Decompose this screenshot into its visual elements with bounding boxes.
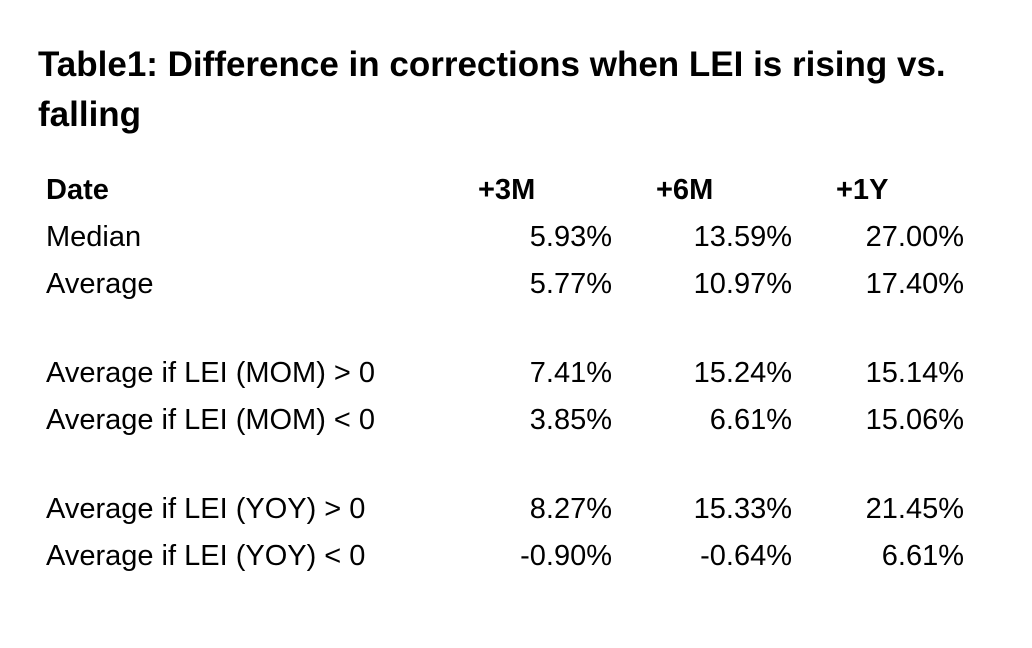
value-cell: 3.85%: [529, 404, 612, 437]
column-header-3m: +3M: [478, 174, 536, 207]
table-title: Table1: Difference in corrections when L…: [38, 45, 946, 134]
table-row-median: Median 5.93% 13.59% 27.00%: [46, 214, 964, 261]
header-row: Date +3M +6M +1Y: [46, 167, 964, 214]
value-cell: 15.06%: [865, 404, 964, 437]
table-row-avg-lei-mom-positive: Average if LEI (MOM) > 0 7.41% 15.24% 15…: [46, 350, 964, 397]
value-cell: 6.61%: [881, 540, 964, 573]
table-row-avg-lei-yoy-positive: Average if LEI (YOY) > 0 8.27% 15.33% 21…: [46, 486, 964, 533]
value-cell: 27.00%: [865, 221, 964, 254]
value-cell: 6.61%: [709, 404, 792, 437]
value-cell: 5.93%: [529, 221, 612, 254]
spacer-row: [46, 308, 964, 350]
value-cell: 8.27%: [529, 493, 612, 526]
value-cell: 13.59%: [693, 221, 792, 254]
column-header-1y: +1Y: [836, 174, 889, 207]
row-label: Median: [46, 221, 142, 254]
value-cell: 15.33%: [693, 493, 792, 526]
row-label: Average if LEI (MOM) > 0: [46, 357, 376, 390]
value-cell: 10.97%: [693, 268, 792, 301]
row-label: Average if LEI (YOY) > 0: [46, 493, 366, 526]
value-cell: -0.64%: [700, 540, 792, 573]
column-header-date: Date: [46, 174, 109, 207]
data-table: Date +3M +6M +1Y Median 5.93% 13.59% 27.…: [46, 167, 964, 580]
column-header-6m: +6M: [656, 174, 714, 207]
row-label: Average if LEI (YOY) < 0: [46, 540, 366, 573]
table-body: Median 5.93% 13.59% 27.00% Average 5.77%…: [46, 214, 964, 580]
value-cell: 5.77%: [529, 268, 612, 301]
table-row-average: Average 5.77% 10.97% 17.40%: [46, 261, 964, 308]
row-label: Average if LEI (MOM) < 0: [46, 404, 376, 437]
value-cell: 15.14%: [865, 357, 964, 390]
row-label: Average: [46, 268, 154, 301]
value-cell: -0.90%: [520, 540, 612, 573]
spacer-row: [46, 444, 964, 486]
value-cell: 21.45%: [865, 493, 964, 526]
value-cell: 15.24%: [693, 357, 792, 390]
table-header: Date +3M +6M +1Y: [46, 167, 964, 214]
table-row-avg-lei-yoy-negative: Average if LEI (YOY) < 0 -0.90% -0.64% 6…: [46, 533, 964, 580]
value-cell: 7.41%: [529, 357, 612, 390]
value-cell: 17.40%: [865, 268, 964, 301]
table-row-avg-lei-mom-negative: Average if LEI (MOM) < 0 3.85% 6.61% 15.…: [46, 397, 964, 444]
